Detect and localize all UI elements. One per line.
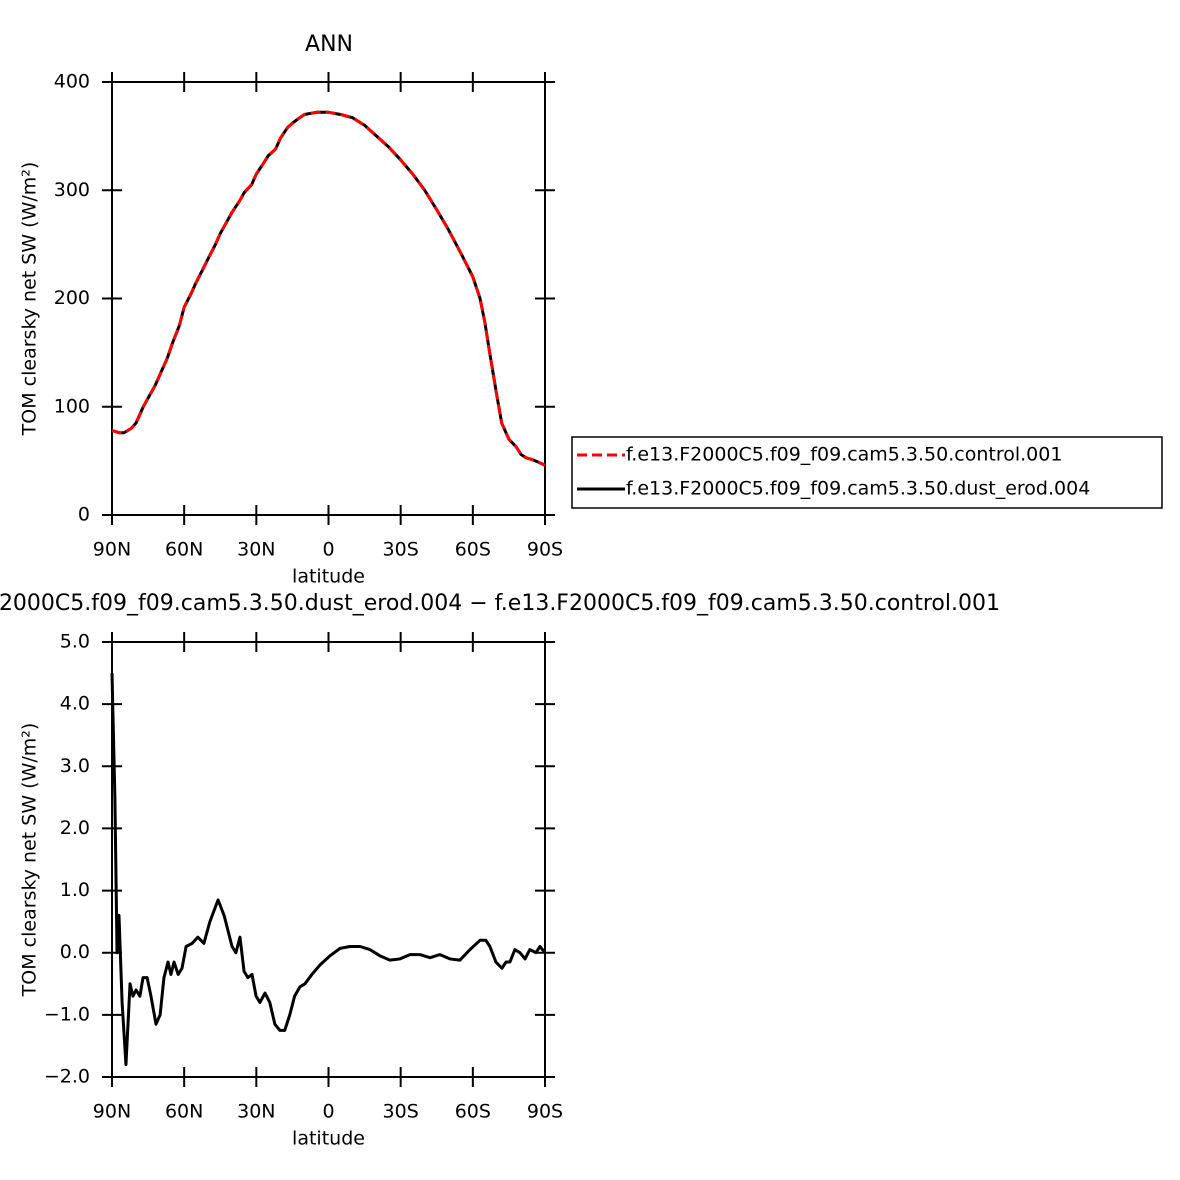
- y-tick-label: 200: [54, 287, 90, 309]
- series-line: [110, 673, 547, 1067]
- x-tick-label: 60S: [455, 539, 491, 561]
- chart-title: f.e13.F2000C5.f09_f09.cam5.3.50.dust_ero…: [0, 591, 1000, 616]
- x-tick-label: 30S: [383, 539, 419, 561]
- x-tick-label: 60N: [165, 1101, 203, 1123]
- y-tick-label: 3.0: [60, 755, 90, 777]
- x-tick-label: 60N: [165, 539, 203, 561]
- y-tick-label: −2.0: [44, 1066, 90, 1088]
- y-tick-label: 100: [54, 395, 90, 417]
- legend-box: [571, 436, 1163, 509]
- y-axis-label: TOM clearsky net SW (W/m²): [19, 723, 41, 998]
- plot-frame: [111, 641, 546, 1078]
- x-tick-label: 90S: [527, 1101, 563, 1123]
- chart-title: ANN: [305, 32, 353, 57]
- y-tick-label: 300: [54, 179, 90, 201]
- x-tick-label: 30S: [383, 1101, 419, 1123]
- legend-label: f.e13.F2000C5.f09_f09.cam5.3.50.control.…: [626, 444, 1062, 466]
- x-tick-label: 90S: [527, 539, 563, 561]
- legend-label: f.e13.F2000C5.f09_f09.cam5.3.50.dust_ero…: [626, 478, 1090, 500]
- y-axis-label: TOM clearsky net SW (W/m²): [19, 162, 41, 437]
- x-tick-label: 90N: [93, 539, 131, 561]
- y-tick-label: 2.0: [60, 817, 90, 839]
- y-tick-label: −1.0: [44, 1003, 90, 1025]
- x-axis-label: latitude: [292, 1128, 365, 1150]
- x-axis-label: latitude: [292, 566, 365, 588]
- x-tick-label: 0: [322, 539, 334, 561]
- y-tick-label: 5.0: [60, 631, 90, 653]
- series-line: [111, 110, 546, 467]
- y-tick-label: 0.0: [60, 941, 90, 963]
- y-tick-label: 400: [54, 71, 90, 93]
- x-tick-label: 0: [322, 1101, 334, 1123]
- y-tick-label: 1.0: [60, 879, 90, 901]
- x-tick-label: 90N: [93, 1101, 131, 1123]
- x-tick-label: 30N: [237, 539, 275, 561]
- y-tick-label: 0: [78, 504, 90, 526]
- series-line: [111, 110, 546, 467]
- legend: f.e13.F2000C5.f09_f09.cam5.3.50.control.…: [571, 436, 1163, 509]
- x-tick-label: 30N: [237, 1101, 275, 1123]
- x-tick-label: 60S: [455, 1101, 491, 1123]
- y-tick-label: 4.0: [60, 693, 90, 715]
